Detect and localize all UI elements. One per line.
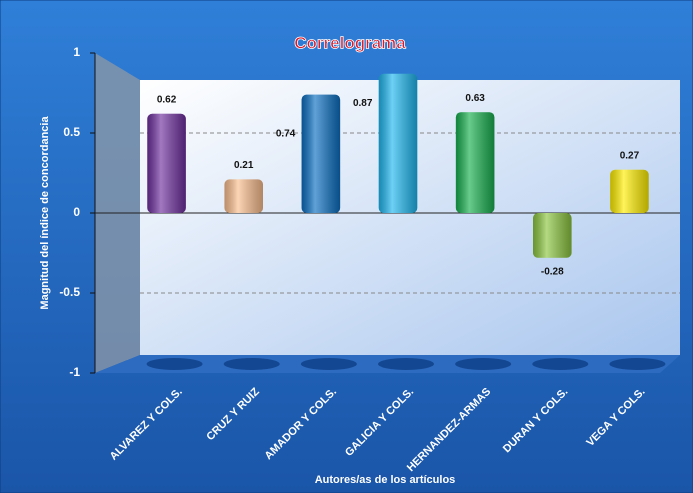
bar-shine <box>224 179 263 213</box>
bar-shine <box>147 113 186 213</box>
bar-shine <box>378 73 418 213</box>
chart-title: Correlograma <box>294 33 406 52</box>
bar-shine <box>533 213 572 258</box>
bar-shadow <box>378 358 434 370</box>
bar-shine <box>455 112 495 213</box>
bar-shadow <box>532 358 589 370</box>
bar-shine <box>301 94 341 213</box>
y-axis-label: Magnitud del índice de concordancia <box>39 116 51 310</box>
bar-shadow <box>146 358 203 370</box>
y-tick-label: 0 <box>73 205 80 219</box>
value-label: 0.74 <box>276 128 296 139</box>
y-tick-label: -1 <box>69 365 80 379</box>
bar-shadow <box>300 358 357 370</box>
value-label: 0.63 <box>465 93 485 104</box>
bar-shadow <box>455 358 512 370</box>
value-label: 0.87 <box>353 98 373 109</box>
bar-shine <box>610 169 649 213</box>
value-label: 0.21 <box>234 160 254 171</box>
bar-shadow <box>223 358 280 370</box>
value-label: -0.28 <box>541 266 564 277</box>
y-tick-label: -0.5 <box>59 285 80 299</box>
value-label: 0.62 <box>157 94 177 105</box>
value-label: 0.27 <box>620 150 640 161</box>
x-axis-label: Autores/as de los artículos <box>315 474 456 486</box>
bar-shadow <box>609 358 666 370</box>
y-tick-label: 1 <box>73 45 80 59</box>
y-tick-label: 0.5 <box>63 125 80 139</box>
